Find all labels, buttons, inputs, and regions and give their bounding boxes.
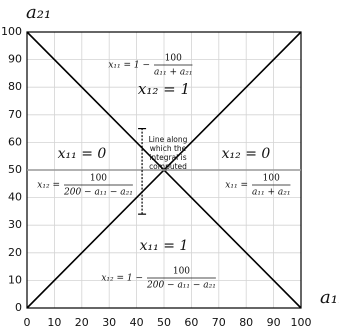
annotation-text: Line along (149, 135, 188, 144)
y-tick-label: 10 (8, 273, 22, 286)
x-tick-label: 30 (102, 316, 116, 329)
annotation-text: x₁₁ = (225, 181, 248, 191)
x-tick-label: 20 (75, 316, 89, 329)
y-tick-label: 30 (8, 218, 22, 231)
fraction-numerator: 100 (263, 174, 280, 184)
y-tick-label: 80 (8, 80, 22, 93)
y-tick-label: 90 (8, 53, 22, 66)
annotation-text: x₁₁ = 1 (140, 238, 189, 254)
fraction-denominator: a₁₁ + a₂₁ (154, 68, 192, 78)
annotation-text: x₁₂ = 1 (138, 80, 190, 98)
x-tick-label: 40 (130, 316, 144, 329)
y-tick-label: 20 (8, 246, 22, 259)
x-tick-label: 80 (239, 316, 253, 329)
annotation-text: which the (150, 144, 187, 153)
annotation-text: x₁₁ = 1 − (108, 61, 150, 71)
y-axis-label: a₂₁ (26, 2, 51, 23)
fraction-numerator: 100 (173, 267, 190, 277)
x-tick-label: 50 (157, 316, 171, 329)
fraction-denominator: 200 − a₁₁ − a₂₁ (146, 281, 216, 291)
y-tick-label: 50 (8, 163, 22, 176)
fraction-denominator: 200 − a₁₁ − a₂₁ (63, 188, 133, 198)
annotation-text: computed (149, 162, 187, 171)
y-tick-label: 100 (1, 25, 22, 38)
y-tick-label: 60 (8, 135, 22, 148)
annotation-text: x₁₂ = 1 − (101, 274, 143, 284)
annotation-text: x₁₂ = (37, 181, 60, 191)
x-tick-label: 60 (184, 316, 198, 329)
fraction-numerator: 100 (165, 54, 182, 64)
fraction-numerator: 100 (90, 174, 107, 184)
x-tick-label: 90 (267, 316, 281, 329)
y-tick-label: 40 (8, 191, 22, 204)
x-tick-label: 0 (24, 316, 31, 329)
annotation-text: x₁₁ = 0 (58, 146, 107, 162)
annotation-text: x₁₂ = 0 (222, 146, 271, 162)
fraction-denominator: a₁₁ + a₂₁ (252, 188, 290, 198)
y-tick-label: 0 (15, 301, 22, 314)
x-tick-label: 70 (212, 316, 226, 329)
x-tick-label: 100 (291, 316, 312, 329)
x-tick-label: 10 (47, 316, 61, 329)
annotation-text: integral is (149, 153, 186, 162)
x-axis-label: a₁₁ (320, 287, 339, 308)
y-tick-label: 70 (8, 108, 22, 121)
